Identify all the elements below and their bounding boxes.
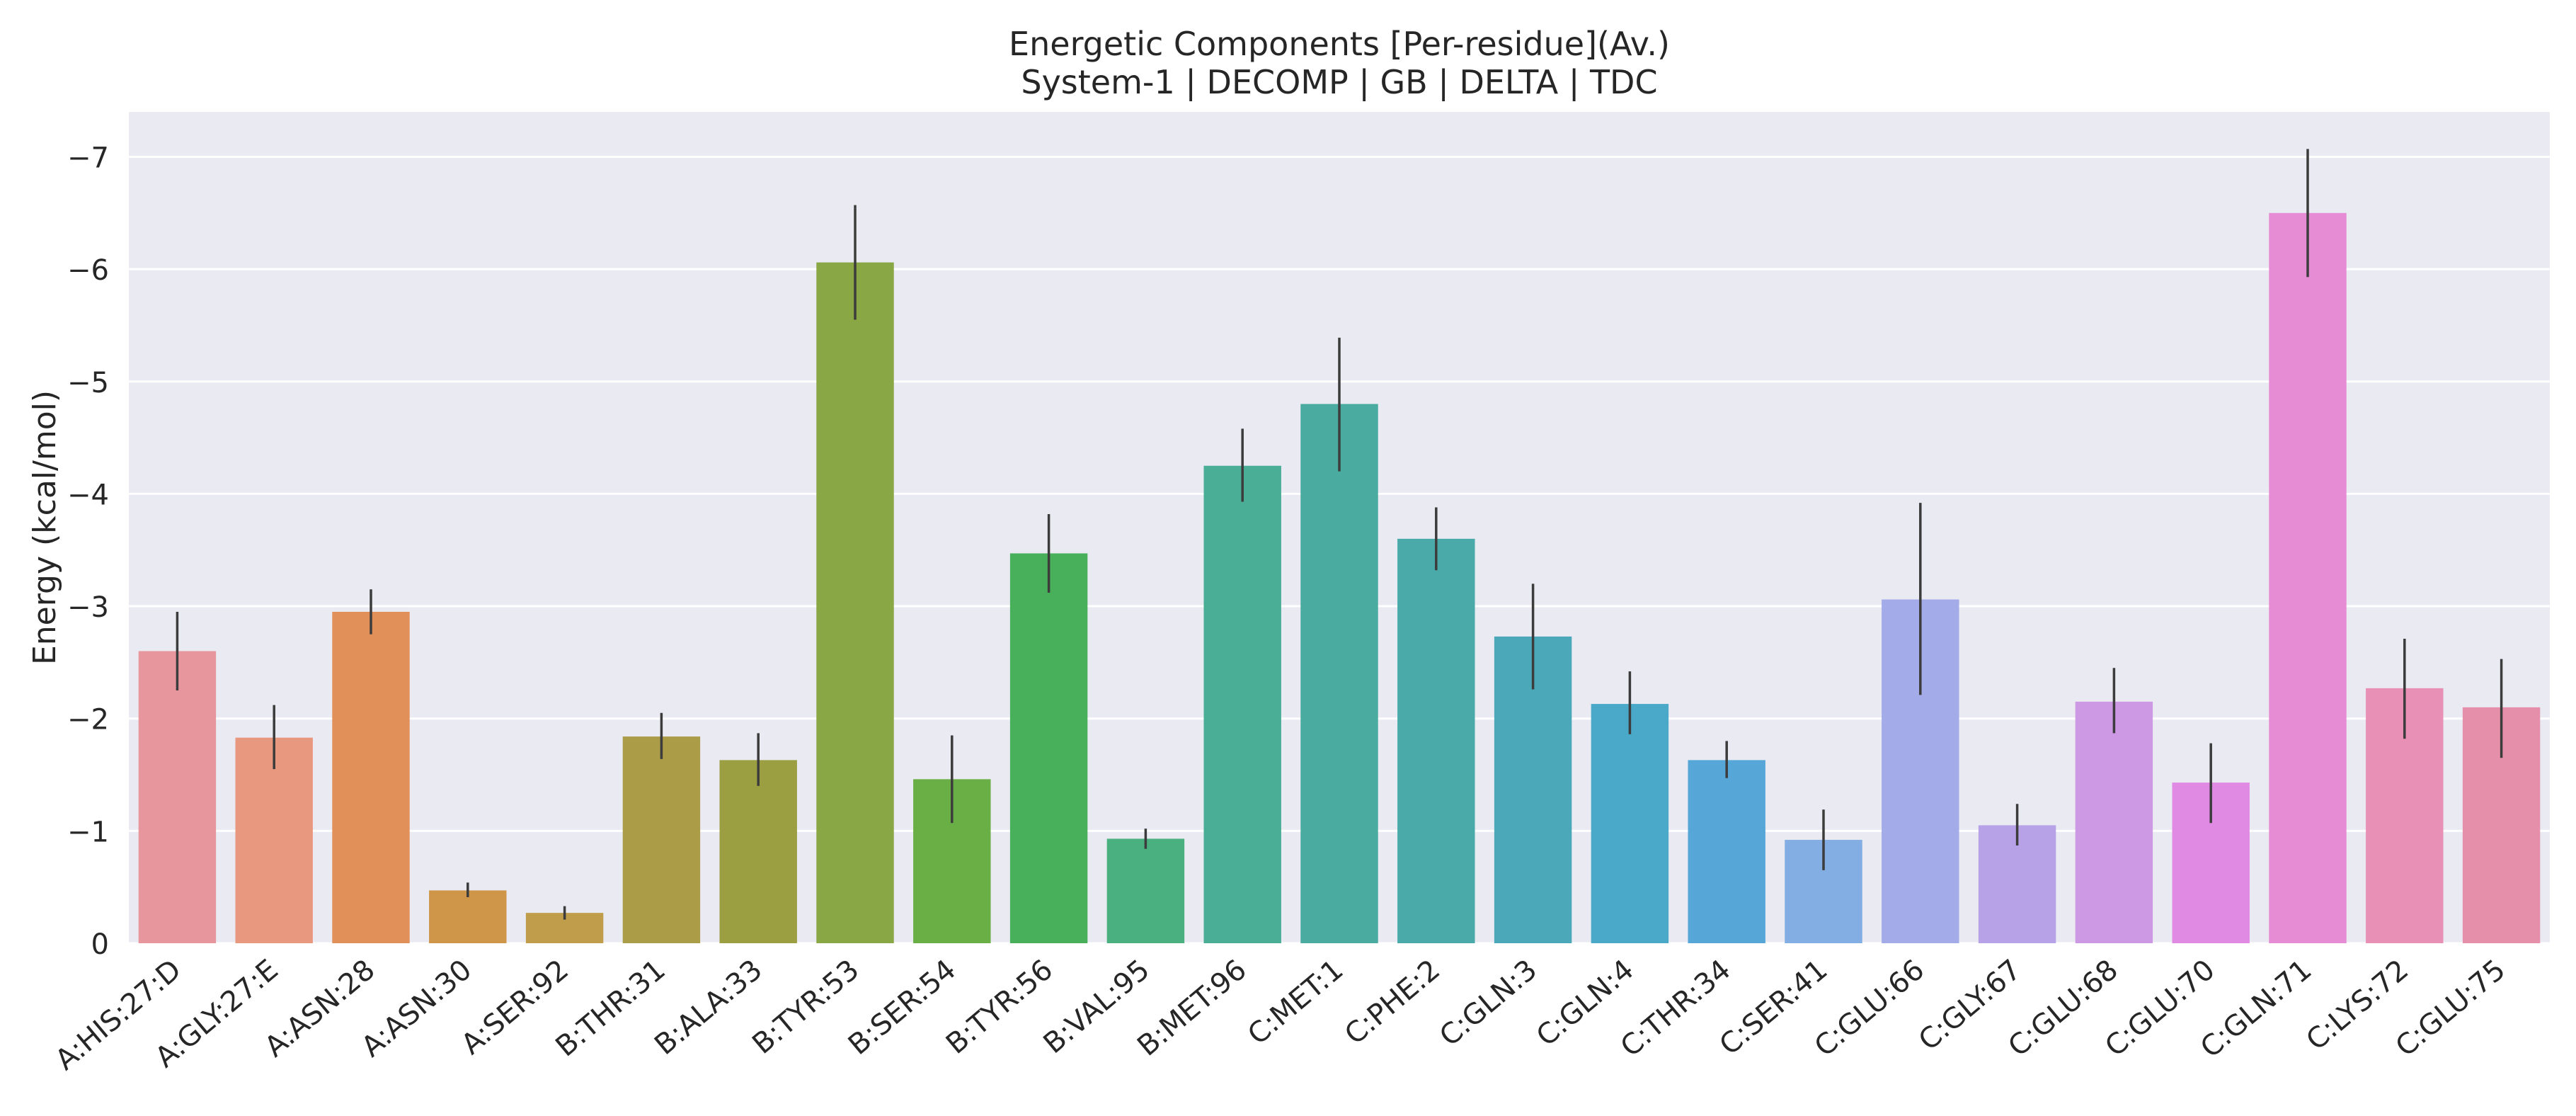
x-tick-label: C:MET:1 [1242,953,1349,1051]
x-tick-label: B:TYR:53 [746,953,865,1060]
bar [1688,760,1765,943]
error-bars [176,149,2503,920]
x-tick-label: B:ALA:33 [648,953,768,1061]
x-tick-labels: A:HIS:27:DA:GLY:27:EA:ASN:28A:ASN:30A:SE… [50,953,2512,1076]
bar [622,736,701,943]
bars [138,212,2541,943]
y-tick-label: −5 [67,367,109,399]
y-tick-label: −4 [67,479,109,511]
x-tick-label: C:GLU:66 [1809,953,1930,1063]
bar [1591,704,1669,943]
x-tick-label: C:GLN:3 [1433,953,1543,1052]
bar [429,890,507,943]
bar [719,760,797,943]
bar [1397,538,1475,943]
x-tick-label: B:MET:96 [1131,953,1252,1062]
x-tick-label: B:THR:31 [549,953,671,1063]
chart-subtitle: System-1 | DECOMP | GB | DELTA | TDC [1021,63,1657,102]
bar [332,611,410,943]
x-tick-label: C:THR:34 [1615,953,1737,1063]
bar [2075,701,2153,943]
bar [816,262,894,943]
y-axis-label: Energy (kcal/mol) [27,390,63,665]
y-tick-label: −7 [67,142,109,174]
bar [1009,553,1088,943]
bar [1203,465,1281,943]
bar [138,651,217,943]
y-tick-label: 0 [91,928,109,961]
x-tick-label: C:PHE:2 [1339,953,1446,1051]
x-tick-label: C:GLU:75 [2390,953,2512,1063]
x-tick-label: B:SER:54 [842,953,962,1061]
y-tick-label: −3 [67,591,109,624]
bar [1106,838,1185,943]
y-tick-label: −1 [67,816,109,848]
bar [235,737,313,943]
y-tick-labels: 0 −1 −2 −3 −4 −5 −6 −7 [67,142,109,961]
y-tick-label: −6 [67,254,109,287]
bar [2269,212,2347,943]
y-tick-label: −2 [67,704,109,736]
x-tick-label: B:TYR:56 [940,953,1059,1060]
bar [1300,404,1378,943]
chart-title: Energetic Components [Per-residue](Av.) [1009,25,1670,63]
